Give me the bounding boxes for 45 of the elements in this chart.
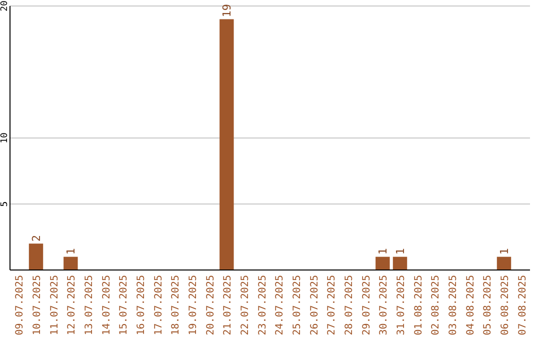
x-tick-label: 31.07.2025 <box>396 275 407 336</box>
x-tick-label: 30.07.2025 <box>378 275 390 336</box>
bar <box>64 256 78 270</box>
x-tick-label: 10.07.2025 <box>32 275 43 336</box>
x-tick-label: 22.07.2025 <box>240 275 251 336</box>
x-tick-label: 03.08.2025 <box>448 275 459 336</box>
x-tick-label: 18.07.2025 <box>170 275 182 336</box>
x-tick-label: 17.07.2025 <box>153 275 164 336</box>
data-label: 1 <box>64 248 78 255</box>
bar <box>392 256 408 270</box>
x-tick-label: 26.07.2025 <box>309 275 320 336</box>
data-label: 1 <box>394 248 407 255</box>
x-tick-label: 20.07.2025 <box>205 275 216 336</box>
x-tick-label: 24.07.2025 <box>274 275 286 336</box>
x-tick-label: 21.07.2025 <box>222 275 234 336</box>
data-label: 1 <box>376 248 390 255</box>
x-tick-label: 23.07.2025 <box>257 275 268 336</box>
bar <box>220 19 234 270</box>
data-label: 2 <box>30 234 43 242</box>
x-tick-label: 12.07.2025 <box>66 275 78 336</box>
x-tick-label: 16.07.2025 <box>136 275 147 336</box>
x-tick-label: 02.08.2025 <box>430 275 442 336</box>
x-tick-label: 04.08.2025 <box>465 275 476 336</box>
x-tick-label: 07.08.2025 <box>517 275 528 336</box>
x-tick-label: 05.08.2025 <box>482 275 494 336</box>
x-tick-label: 06.08.2025 <box>500 275 511 336</box>
data-label: 19 <box>220 4 234 18</box>
y-tick-label: 10 <box>0 132 10 144</box>
x-tick-label: 28.07.2025 <box>344 275 355 336</box>
bar <box>28 244 44 270</box>
x-tick-label: 09.07.2025 <box>14 275 26 336</box>
x-tick-label: 27.07.2025 <box>326 275 338 336</box>
x-tick-label: 15.07.2025 <box>118 275 130 336</box>
bar <box>496 256 512 270</box>
x-tick-label: 11.07.2025 <box>49 275 60 336</box>
bar <box>376 256 390 270</box>
x-tick-label: 01.08.2025 <box>413 275 424 336</box>
y-tick-label: 5 <box>0 201 10 207</box>
data-label: 1 <box>498 248 511 255</box>
x-tick-label: 29.07.2025 <box>361 275 372 336</box>
x-tick-label: 14.07.2025 <box>101 275 112 336</box>
x-tick-label: 25.07.2025 <box>292 275 303 336</box>
y-tick-label: 20 <box>0 0 10 12</box>
x-tick-label: 19.07.2025 <box>188 275 199 336</box>
x-tick-label: 13.07.2025 <box>84 275 95 336</box>
